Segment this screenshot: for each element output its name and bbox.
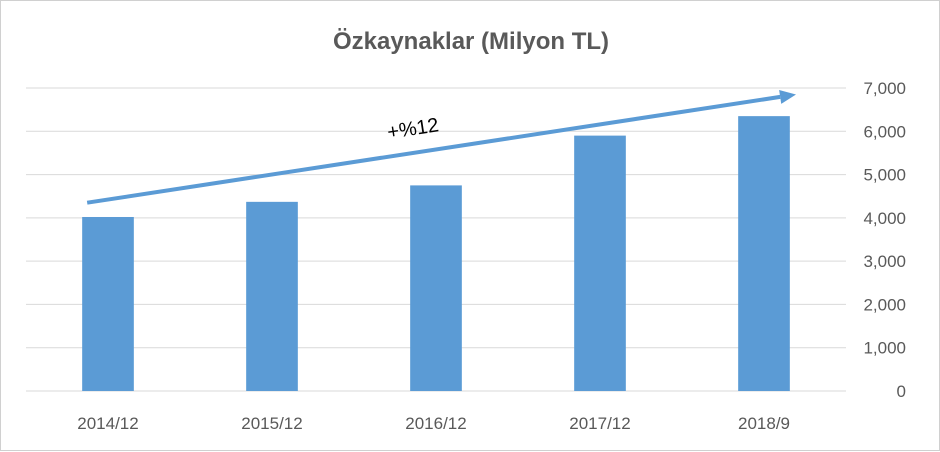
y-tick-label: 5,000 — [863, 166, 906, 185]
x-tick-label: 2017/12 — [569, 414, 630, 433]
y-tick-labels: 0 1,000 2,000 3,000 4,000 5,000 6,000 7,000 — [863, 79, 906, 401]
y-tick-label: 4,000 — [863, 209, 906, 228]
bars — [82, 116, 790, 391]
bar — [82, 216, 134, 391]
x-tick-label: 2015/12 — [241, 414, 302, 433]
x-tick-label: 2016/12 — [405, 414, 466, 433]
chart-title: Özkaynaklar (Milyon TL) — [333, 28, 609, 55]
y-tick-label: 6,000 — [863, 122, 906, 141]
y-tick-label: 7,000 — [863, 79, 906, 98]
y-tick-label: 0 — [897, 382, 906, 401]
y-tick-label: 3,000 — [863, 252, 906, 271]
x-tick-label: 2014/12 — [77, 414, 138, 433]
y-tick-label: 2,000 — [863, 295, 906, 314]
x-tick-labels: 2014/12 2015/12 2016/12 2017/12 2018/9 — [77, 414, 790, 433]
bar — [246, 201, 298, 391]
trend-arrow — [86, 89, 796, 205]
bar — [738, 116, 790, 391]
growth-annotation: +%12 — [386, 114, 440, 144]
y-tick-label: 1,000 — [863, 339, 906, 358]
trend-arrow-line — [86, 94, 781, 205]
trend-arrow-head — [779, 89, 796, 104]
bar — [410, 185, 462, 391]
x-tick-label: 2018/9 — [738, 414, 790, 433]
bar — [574, 135, 626, 391]
